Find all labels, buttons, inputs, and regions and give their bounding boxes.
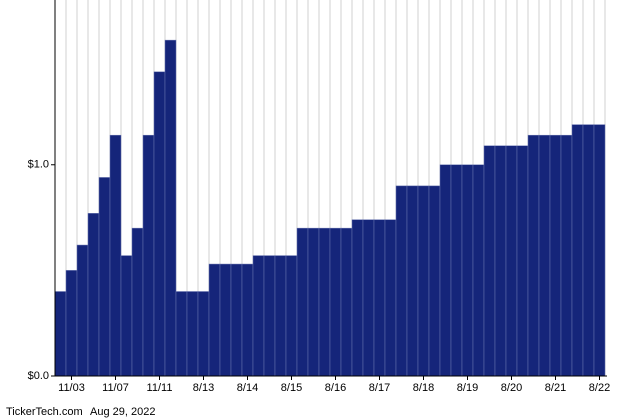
bar [505,145,518,377]
bar [516,145,529,377]
bar [285,255,298,377]
bar [450,164,463,377]
bar [241,263,254,377]
bar [274,255,287,377]
credit: TickerTech.com [6,406,83,418]
bar [373,219,386,377]
bar [428,185,441,377]
bar [472,164,485,377]
bar [109,134,122,377]
bar [263,255,276,377]
bar [208,263,221,377]
y-tick-label: $1.0 [28,159,49,171]
bar [406,185,419,377]
bar [87,213,100,377]
x-tick-label: 8/18 [413,382,434,394]
x-tick-label: 8/21 [545,382,566,394]
bar [164,39,177,377]
bar [549,134,562,377]
bar [340,227,353,377]
bar [219,263,232,377]
x-tick-label: 11/11 [147,382,173,394]
bar [483,145,496,377]
bar [54,291,67,377]
bar [98,177,111,377]
bar [329,227,342,377]
x-tick-label: 8/16 [325,382,346,394]
x-tick-label: 11/07 [102,382,129,394]
bar [131,227,144,377]
bar [582,124,595,377]
x-tick-label: 8/13 [193,382,214,394]
bar [175,291,188,377]
bar [296,227,309,377]
bar [538,134,551,377]
bar [153,71,166,377]
x-tick-label: 8/15 [281,382,302,394]
x-tick-label: 8/19 [457,382,478,394]
bar [527,134,540,377]
bar [461,164,474,377]
bar [76,244,89,377]
bar [197,291,210,377]
bar [560,134,573,377]
bar [351,219,364,377]
bar [362,219,375,377]
bar [307,227,320,377]
x-tick-label: 11/03 [58,382,85,394]
credit-date: Aug 29, 2022 [90,406,155,418]
bar [417,185,430,377]
bar [252,255,265,377]
bar [318,227,331,377]
bar [494,145,507,377]
x-tick-label: 8/20 [501,382,522,394]
bar [384,219,397,377]
bar [439,164,452,377]
x-tick-label: 8/17 [369,382,390,394]
bar [571,124,584,377]
x-tick-label: 8/14 [237,382,258,394]
bar [395,185,408,377]
bar [65,270,78,377]
bar [186,291,199,377]
y-tick-label: $0.0 [28,370,49,382]
bar [142,134,155,377]
x-tick-label: 8/22 [589,382,610,394]
bar [593,124,606,377]
bar [120,255,133,377]
bar [230,263,243,377]
